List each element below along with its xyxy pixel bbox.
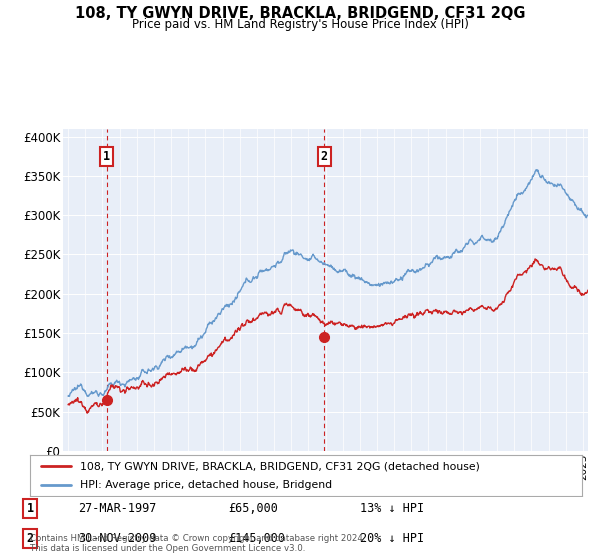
Text: Price paid vs. HM Land Registry's House Price Index (HPI): Price paid vs. HM Land Registry's House …: [131, 18, 469, 31]
Text: Contains HM Land Registry data © Crown copyright and database right 2024.
This d: Contains HM Land Registry data © Crown c…: [30, 534, 365, 553]
Text: £65,000: £65,000: [228, 502, 278, 515]
Text: 1: 1: [26, 502, 34, 515]
Text: HPI: Average price, detached house, Bridgend: HPI: Average price, detached house, Brid…: [80, 480, 332, 489]
Text: 2: 2: [320, 150, 328, 163]
Text: 20% ↓ HPI: 20% ↓ HPI: [360, 531, 424, 545]
Text: 1: 1: [103, 150, 110, 163]
Text: 108, TY GWYN DRIVE, BRACKLA, BRIDGEND, CF31 2QG: 108, TY GWYN DRIVE, BRACKLA, BRIDGEND, C…: [75, 6, 525, 21]
Text: 27-MAR-1997: 27-MAR-1997: [78, 502, 157, 515]
Text: 108, TY GWYN DRIVE, BRACKLA, BRIDGEND, CF31 2QG (detached house): 108, TY GWYN DRIVE, BRACKLA, BRIDGEND, C…: [80, 461, 479, 471]
Text: 30-NOV-2009: 30-NOV-2009: [78, 531, 157, 545]
Text: 2: 2: [26, 531, 34, 545]
Text: 13% ↓ HPI: 13% ↓ HPI: [360, 502, 424, 515]
Text: £145,000: £145,000: [228, 531, 285, 545]
